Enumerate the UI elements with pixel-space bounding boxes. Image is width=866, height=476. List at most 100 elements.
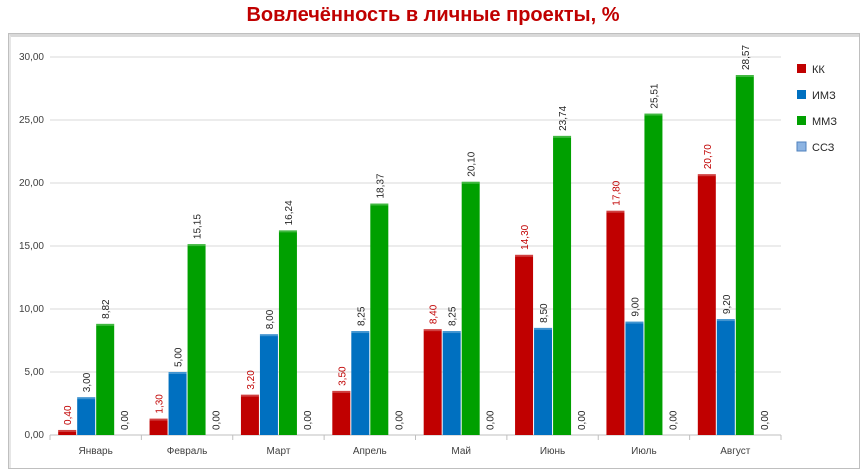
bar bbox=[370, 203, 389, 435]
bar-highlight bbox=[644, 113, 663, 116]
data-label: 15,15 bbox=[193, 214, 204, 239]
y-tick-label: 10,00 bbox=[19, 304, 44, 315]
bar-highlight bbox=[240, 394, 259, 397]
bar bbox=[240, 394, 259, 435]
data-label: 14,30 bbox=[520, 224, 531, 249]
data-label: 1,30 bbox=[155, 394, 166, 414]
bar bbox=[332, 390, 351, 435]
data-label: 8,25 bbox=[448, 306, 459, 326]
data-label: 8,25 bbox=[356, 306, 367, 326]
bar bbox=[442, 331, 461, 435]
bar bbox=[735, 75, 754, 435]
y-tick-label: 0,00 bbox=[25, 430, 45, 441]
data-label: 17,80 bbox=[611, 180, 622, 205]
bar bbox=[515, 254, 534, 435]
bar-highlight bbox=[149, 418, 168, 421]
data-label: 20,10 bbox=[467, 151, 478, 176]
data-label: 0,00 bbox=[577, 410, 588, 430]
data-label: 0,00 bbox=[212, 410, 223, 430]
bar bbox=[351, 331, 370, 435]
data-label: 0,00 bbox=[303, 410, 314, 430]
bar-highlight bbox=[606, 210, 625, 213]
bar-highlight bbox=[553, 135, 572, 138]
data-label: 18,37 bbox=[375, 173, 386, 198]
bar bbox=[625, 321, 644, 435]
data-label: 20,70 bbox=[703, 144, 714, 169]
data-label: 23,74 bbox=[558, 105, 569, 130]
y-tick-label: 15,00 bbox=[19, 241, 44, 252]
bar bbox=[534, 327, 553, 435]
bar-highlight bbox=[697, 174, 716, 177]
data-label: 0,00 bbox=[760, 410, 771, 430]
data-label: 8,00 bbox=[265, 309, 276, 329]
chart-area bbox=[8, 33, 860, 469]
bar-highlight bbox=[461, 181, 480, 184]
data-label: 0,00 bbox=[394, 410, 405, 430]
bar bbox=[77, 397, 96, 435]
bar bbox=[187, 244, 206, 435]
bar-highlight bbox=[370, 203, 389, 206]
bar bbox=[278, 230, 297, 435]
bar-highlight bbox=[77, 397, 96, 400]
legend-swatch bbox=[797, 90, 806, 99]
data-label: 0,00 bbox=[668, 410, 679, 430]
bar bbox=[606, 210, 625, 435]
bar bbox=[259, 334, 278, 435]
data-label: 8,40 bbox=[429, 304, 440, 324]
data-label: 3,20 bbox=[246, 370, 257, 390]
bar-highlight bbox=[534, 327, 553, 330]
bar bbox=[461, 181, 480, 435]
x-tick-label: Январь bbox=[79, 446, 113, 457]
x-tick-label: Апрель bbox=[353, 446, 387, 457]
x-tick-label: Июнь bbox=[540, 446, 565, 457]
y-tick-label: 20,00 bbox=[19, 178, 44, 189]
data-label: 3,50 bbox=[337, 366, 348, 386]
data-label: 16,24 bbox=[284, 200, 295, 225]
bar-highlight bbox=[442, 331, 461, 334]
legend-label: ИМЗ bbox=[812, 90, 836, 102]
bar-highlight bbox=[259, 334, 278, 337]
data-label: 5,00 bbox=[174, 347, 185, 367]
x-tick-label: Февраль bbox=[167, 446, 208, 457]
bar-highlight bbox=[187, 244, 206, 247]
x-tick-label: Март bbox=[266, 446, 290, 457]
data-label: 8,82 bbox=[101, 299, 112, 319]
bar-highlight bbox=[278, 230, 297, 233]
data-label: 9,00 bbox=[630, 297, 641, 317]
data-label: 0,40 bbox=[63, 405, 74, 425]
data-label: 3,00 bbox=[82, 372, 93, 392]
y-tick-label: 5,00 bbox=[25, 367, 45, 378]
bar bbox=[423, 329, 442, 435]
legend-swatch bbox=[797, 116, 806, 125]
x-tick-label: Май bbox=[451, 446, 471, 457]
x-tick-label: Август bbox=[720, 446, 751, 457]
data-label: 25,51 bbox=[649, 83, 660, 108]
chart-title: Вовлечённость в личные проекты, % bbox=[246, 4, 620, 26]
data-label: 9,20 bbox=[722, 294, 733, 314]
y-tick-label: 25,00 bbox=[19, 115, 44, 126]
bar-highlight bbox=[58, 429, 77, 432]
bar-highlight bbox=[96, 323, 115, 326]
legend-swatch bbox=[796, 141, 807, 152]
legend-label: ССЗ bbox=[812, 142, 835, 154]
bar-highlight bbox=[168, 372, 187, 374]
bar-highlight bbox=[423, 329, 442, 332]
bar-highlight bbox=[735, 75, 754, 78]
bar bbox=[96, 323, 115, 435]
bar-highlight bbox=[716, 319, 735, 322]
bar bbox=[168, 372, 187, 435]
bar-highlight bbox=[515, 254, 534, 257]
data-label: 28,57 bbox=[741, 45, 752, 70]
x-tick-label: Июль bbox=[631, 446, 657, 457]
bar bbox=[58, 429, 77, 435]
bar-highlight bbox=[351, 331, 370, 334]
legend-label: ММЗ bbox=[812, 116, 837, 128]
chart-frame-border bbox=[9, 34, 859, 468]
bar-highlight bbox=[332, 390, 351, 393]
legend-label: КК bbox=[812, 64, 825, 76]
data-label: 0,00 bbox=[120, 410, 131, 430]
bar-highlight bbox=[625, 321, 644, 324]
data-label: 8,50 bbox=[539, 303, 550, 323]
data-label: 0,00 bbox=[486, 410, 497, 430]
